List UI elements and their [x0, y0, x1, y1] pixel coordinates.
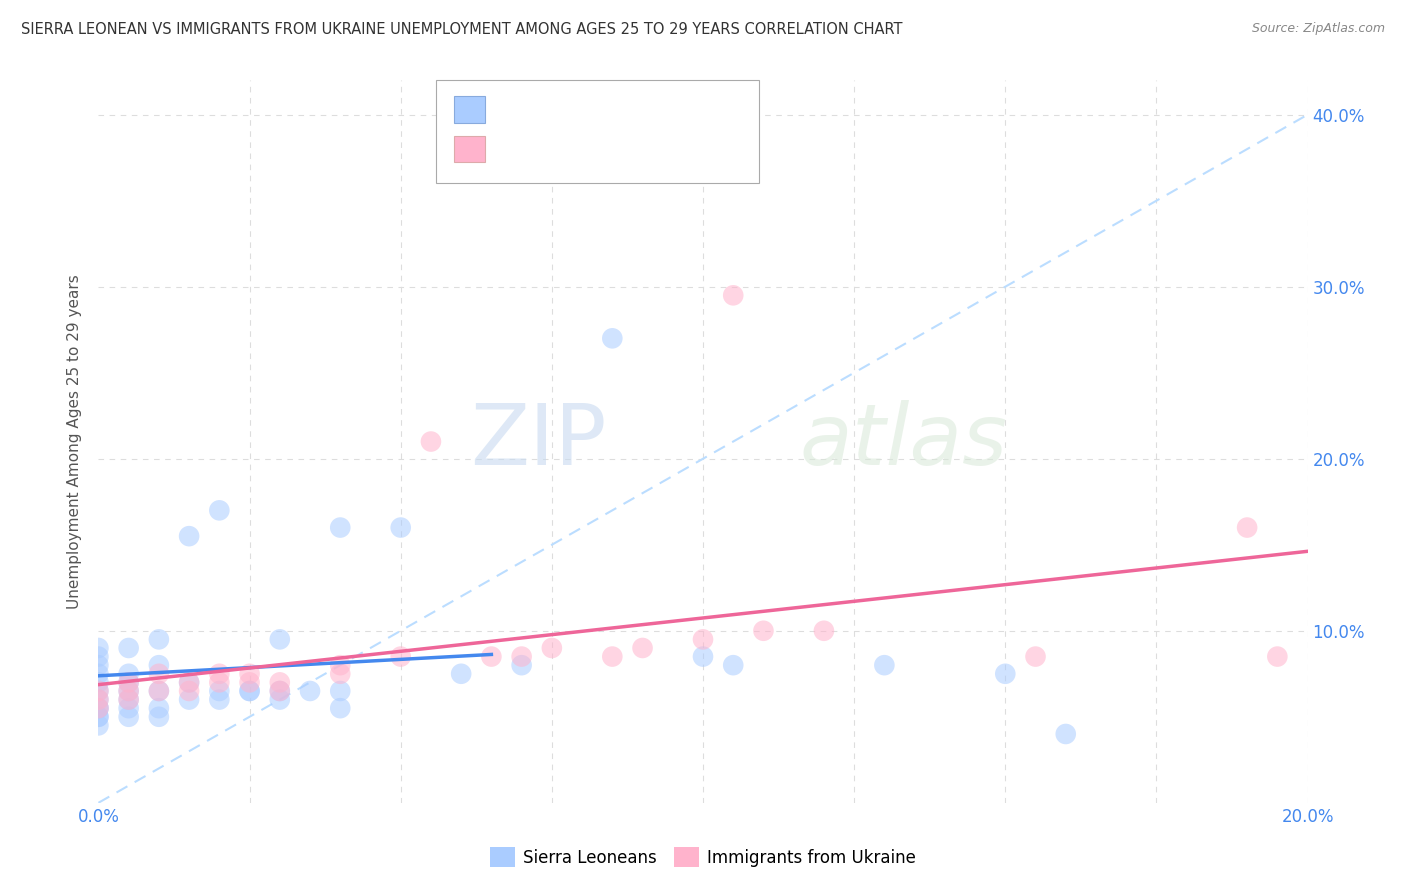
Text: SIERRA LEONEAN VS IMMIGRANTS FROM UKRAINE UNEMPLOYMENT AMONG AGES 25 TO 29 YEARS: SIERRA LEONEAN VS IMMIGRANTS FROM UKRAIN…: [21, 22, 903, 37]
Point: [148, 684, 170, 698]
Point: [208, 692, 231, 706]
Point: [1236, 520, 1258, 534]
Point: [87, 710, 110, 724]
Point: [1054, 727, 1077, 741]
Point: [510, 658, 533, 673]
Point: [329, 701, 352, 715]
Point: [118, 640, 141, 655]
Legend: Sierra Leoneans, Immigrants from Ukraine: Sierra Leoneans, Immigrants from Ukraine: [484, 840, 922, 874]
Point: [299, 684, 322, 698]
Point: [208, 503, 231, 517]
Point: [148, 684, 170, 698]
Point: [602, 649, 624, 664]
Point: [118, 710, 141, 724]
Point: [723, 288, 745, 302]
Point: [87, 666, 110, 681]
Point: [87, 710, 110, 724]
Point: [813, 624, 835, 638]
Point: [329, 666, 352, 681]
Y-axis label: Unemployment Among Ages 25 to 29 years: Unemployment Among Ages 25 to 29 years: [67, 274, 83, 609]
Point: [692, 649, 714, 664]
Point: [179, 684, 201, 698]
Point: [692, 632, 714, 647]
Point: [450, 666, 472, 681]
Point: [510, 649, 533, 664]
Text: ZIP: ZIP: [470, 400, 606, 483]
Point: [118, 684, 141, 698]
Point: [1024, 649, 1046, 664]
Point: [179, 675, 201, 690]
Point: [87, 658, 110, 673]
Text: atlas: atlas: [800, 400, 1008, 483]
Point: [1267, 649, 1289, 664]
Point: [179, 692, 201, 706]
Point: [723, 658, 745, 673]
Point: [540, 640, 562, 655]
Point: [994, 666, 1017, 681]
Point: [87, 684, 110, 698]
Point: [118, 692, 141, 706]
Point: [329, 520, 352, 534]
Point: [87, 701, 110, 715]
Text: R = 0.501   N = 32: R = 0.501 N = 32: [496, 140, 654, 158]
Point: [389, 649, 412, 664]
Point: [239, 684, 262, 698]
Point: [118, 675, 141, 690]
Point: [239, 675, 262, 690]
Point: [87, 692, 110, 706]
Point: [631, 640, 654, 655]
Point: [87, 675, 110, 690]
Point: [118, 684, 141, 698]
Text: R = 0.322   N = 48: R = 0.322 N = 48: [496, 101, 654, 119]
Point: [87, 701, 110, 715]
Point: [329, 658, 352, 673]
Point: [118, 692, 141, 706]
Point: [239, 666, 262, 681]
Point: [148, 701, 170, 715]
Point: [87, 718, 110, 732]
Point: [208, 684, 231, 698]
Text: Source: ZipAtlas.com: Source: ZipAtlas.com: [1251, 22, 1385, 36]
Point: [179, 675, 201, 690]
Point: [269, 684, 291, 698]
Point: [269, 632, 291, 647]
Point: [239, 684, 262, 698]
Point: [87, 684, 110, 698]
Point: [148, 710, 170, 724]
Point: [329, 684, 352, 698]
Point: [118, 701, 141, 715]
Point: [118, 675, 141, 690]
Point: [148, 666, 170, 681]
Point: [752, 624, 775, 638]
Point: [87, 692, 110, 706]
Point: [269, 675, 291, 690]
Point: [269, 684, 291, 698]
Point: [208, 675, 231, 690]
Point: [389, 520, 412, 534]
Point: [269, 692, 291, 706]
Point: [118, 666, 141, 681]
Point: [208, 666, 231, 681]
Point: [87, 640, 110, 655]
Point: [87, 701, 110, 715]
Point: [602, 331, 624, 345]
Point: [873, 658, 896, 673]
Point: [420, 434, 443, 449]
Point: [148, 658, 170, 673]
Point: [179, 529, 201, 543]
Point: [148, 632, 170, 647]
Point: [87, 649, 110, 664]
Point: [481, 649, 503, 664]
